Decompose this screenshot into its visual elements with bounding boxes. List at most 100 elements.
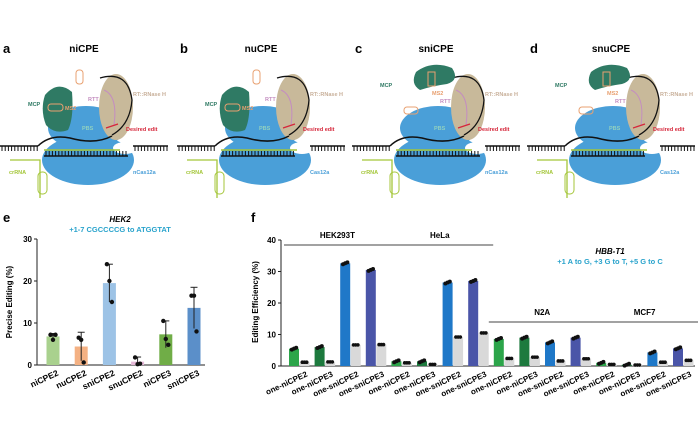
label-edit: Desired edit bbox=[478, 127, 510, 133]
edit-mark bbox=[105, 123, 119, 129]
data-point bbox=[627, 361, 631, 366]
control-point bbox=[663, 360, 667, 365]
bar bbox=[391, 361, 402, 366]
bar bbox=[673, 348, 683, 366]
data-point bbox=[652, 349, 657, 354]
y-tick-label: 40 bbox=[267, 236, 276, 245]
group-label: MCF7 bbox=[634, 308, 656, 317]
data-point bbox=[48, 332, 53, 337]
mcp-protein bbox=[219, 86, 250, 132]
panel-title-a: niCPE bbox=[69, 44, 99, 55]
label-rt: RT::RNase H bbox=[133, 92, 166, 98]
control-point bbox=[381, 342, 386, 347]
cas12a-protein bbox=[394, 135, 486, 185]
data-point bbox=[79, 337, 84, 342]
data-point bbox=[473, 278, 478, 283]
panel-title-c: sniCPE bbox=[418, 44, 453, 55]
control-bar bbox=[453, 337, 464, 366]
data-point bbox=[104, 262, 110, 267]
data-point bbox=[132, 355, 138, 360]
label-crrna: crRNA bbox=[9, 170, 26, 176]
data-point bbox=[294, 345, 299, 350]
bar bbox=[468, 280, 479, 366]
label-pbs: PBS bbox=[82, 126, 94, 132]
label-ms2: MS2 bbox=[65, 106, 76, 112]
control-point bbox=[688, 358, 693, 363]
bar bbox=[570, 337, 581, 366]
control-point bbox=[612, 362, 616, 367]
label-rtt: RTT bbox=[440, 99, 451, 105]
label-ms2: MS2 bbox=[242, 106, 253, 112]
bar bbox=[289, 348, 299, 366]
panel-letter-f: f bbox=[251, 210, 256, 225]
data-point bbox=[499, 335, 503, 340]
crrna bbox=[537, 159, 568, 198]
y-tick-label: 30 bbox=[23, 235, 32, 244]
crrna-hairpin bbox=[389, 171, 400, 195]
panel-letter-d: d bbox=[530, 41, 538, 56]
chart-f-ylabel: Editing Efficiency (%) bbox=[251, 261, 260, 343]
data-point bbox=[319, 344, 324, 349]
ms2-hairpin-2 bbox=[75, 69, 84, 85]
control-bar bbox=[581, 358, 592, 366]
control-bar bbox=[299, 362, 310, 366]
data-point bbox=[447, 279, 452, 284]
cas12a-cleft bbox=[465, 142, 489, 154]
data-point bbox=[678, 345, 683, 350]
control-point bbox=[407, 361, 411, 365]
data-point bbox=[422, 358, 427, 363]
panel-letter-a: a bbox=[3, 41, 11, 56]
control-point bbox=[586, 356, 591, 361]
data-point bbox=[53, 332, 58, 337]
data-point bbox=[191, 293, 197, 298]
panel-letter-c: c bbox=[355, 41, 362, 56]
crrna bbox=[187, 159, 218, 198]
chart-e-title: HEK2 bbox=[109, 215, 131, 224]
edit-mark bbox=[282, 123, 296, 129]
group-label: N2A bbox=[534, 308, 550, 317]
control-point bbox=[637, 363, 642, 367]
edit-mark bbox=[457, 123, 471, 129]
control-point bbox=[330, 360, 335, 364]
target-strand bbox=[389, 135, 465, 147]
crrna-hairpin bbox=[214, 171, 225, 195]
data-point bbox=[81, 360, 86, 365]
label-mcp: MCP bbox=[555, 83, 568, 89]
cas12a-protein bbox=[42, 135, 134, 185]
cas12a-protein bbox=[569, 135, 661, 185]
data-point bbox=[550, 339, 555, 344]
control-bar bbox=[376, 344, 387, 366]
bar bbox=[545, 342, 555, 366]
target-strand bbox=[564, 135, 640, 147]
label-edit: Desired edit bbox=[303, 127, 335, 133]
ms2-hairpin bbox=[47, 103, 64, 112]
control-point bbox=[458, 335, 463, 339]
label-crrna: crRNA bbox=[186, 170, 203, 176]
data-point bbox=[163, 336, 168, 342]
y-tick-label: 20 bbox=[267, 299, 276, 308]
bar bbox=[365, 269, 376, 366]
label-edit: Desired edit bbox=[653, 127, 685, 133]
y-tick-label: 20 bbox=[23, 277, 32, 286]
cas12a-cleft bbox=[290, 142, 314, 154]
control-bar bbox=[350, 344, 361, 366]
bar bbox=[442, 282, 453, 366]
crrna-hairpin bbox=[37, 171, 48, 195]
data-point bbox=[601, 359, 606, 364]
label-mcp: MCP bbox=[28, 102, 41, 108]
data-point bbox=[50, 337, 56, 342]
mcp-protein bbox=[42, 86, 73, 132]
label-mcp: MCP bbox=[205, 102, 218, 108]
control-bar bbox=[478, 332, 489, 366]
data-point bbox=[161, 318, 166, 324]
label-cas12a: Cas12a bbox=[310, 170, 330, 176]
x-tick-label: sniCPE3 bbox=[165, 368, 201, 392]
data-point bbox=[371, 266, 375, 271]
panel-title-d: snuCPE bbox=[592, 44, 631, 55]
label-rt: RT::RNase H bbox=[485, 92, 518, 98]
mcp-protein bbox=[588, 64, 631, 90]
label-crrna: crRNA bbox=[536, 170, 553, 176]
control-bar bbox=[529, 357, 540, 366]
label-rt: RT::RNase H bbox=[310, 92, 343, 98]
